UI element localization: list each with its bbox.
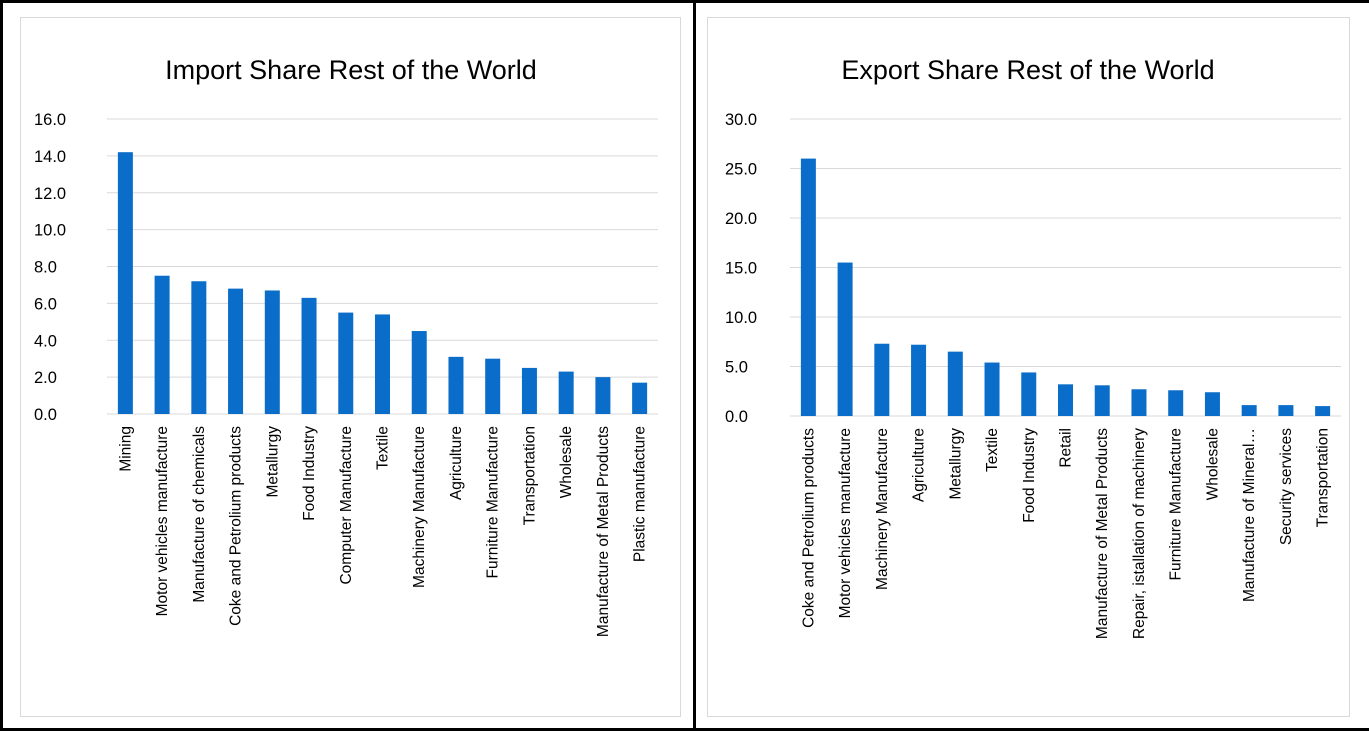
x-category-label: Manufacture of Metal Products	[595, 426, 612, 637]
bar	[521, 367, 537, 414]
import-chart-panel: Import Share Rest of the World 0.0 2.0 4.0…	[20, 17, 681, 717]
bar	[558, 371, 574, 414]
export-chart-panel: Export Share Rest of the World 0.0 5.0 10.…	[707, 17, 1350, 717]
import-chart: Import Share Rest of the World 0.0 2.0 4.0…	[34, 55, 658, 637]
bar	[947, 351, 963, 416]
x-category-label: Computer Manufacture	[338, 426, 355, 585]
bar	[191, 281, 207, 414]
y-tick-label: 4.0	[34, 332, 57, 350]
x-category-label: Furniture Manufacture	[485, 426, 502, 579]
x-category-label: Textile	[375, 426, 392, 470]
x-category-label: Motor vehicles manufacture	[837, 428, 854, 618]
bar	[448, 356, 464, 414]
x-category-label: Manufacture of chemicals	[191, 426, 208, 603]
bar	[117, 152, 133, 414]
bar	[1168, 390, 1184, 416]
bar	[1058, 384, 1073, 416]
x-category-label: Motor vehicles manufacture	[154, 426, 171, 616]
bar	[874, 343, 890, 416]
x-category-label: Coke and Petrolium products	[800, 428, 817, 628]
bar	[632, 382, 648, 414]
export-chart: Export Share Rest of the World 0.0 5.0 10.…	[725, 55, 1341, 639]
bar	[1131, 389, 1147, 416]
bar	[411, 331, 427, 414]
x-category-label: Mining	[117, 426, 134, 472]
bar	[375, 314, 390, 414]
y-tick-label: 15.0	[725, 260, 757, 278]
y-tick-label: 2.0	[34, 369, 57, 387]
y-tick-label: 0.0	[34, 406, 57, 424]
y-tick-label: 14.0	[34, 148, 66, 166]
bar	[837, 262, 853, 416]
x-category-label: Machinery Manufacture	[411, 426, 428, 588]
bar	[1315, 406, 1331, 416]
y-tick-label: 0.0	[725, 408, 748, 426]
y-tick-label: 12.0	[34, 185, 66, 203]
chart-title: Export Share Rest of the World	[841, 55, 1214, 85]
x-category-label: Metallurgy	[947, 428, 964, 500]
bar	[984, 362, 1000, 416]
x-category-label: Security services	[1278, 428, 1295, 545]
y-tick-label: 6.0	[34, 295, 57, 313]
x-category-label: Food Industry	[1021, 428, 1038, 523]
x-category-label: Wholesale	[558, 426, 575, 498]
x-category-label: Plastic manufacture	[632, 426, 649, 562]
bar	[264, 290, 280, 414]
y-tick-label: 10.0	[725, 309, 757, 327]
x-category-label: Metallurgy	[264, 426, 281, 498]
x-category-label: Manufacture of Metal Products	[1094, 428, 1111, 639]
bar	[485, 358, 501, 414]
bar	[1204, 392, 1220, 416]
x-category-label: Manufacture of Mineral…	[1241, 428, 1258, 602]
y-tick-label: 30.0	[725, 111, 757, 129]
x-category-label: Agriculture	[448, 426, 465, 500]
bar	[1021, 372, 1037, 416]
x-category-label: Wholesale	[1204, 428, 1221, 500]
x-category-label: Machinery Manufacture	[874, 428, 891, 590]
y-tick-label: 10.0	[34, 222, 66, 240]
x-category-label: Textile	[984, 428, 1001, 472]
x-category-label: Furniture Manufacture	[1168, 428, 1185, 581]
bar	[800, 158, 816, 416]
bar	[911, 344, 927, 416]
x-category-label: Agriculture	[911, 428, 928, 502]
chart-title: Import Share Rest of the World	[165, 55, 537, 85]
y-tick-label: 16.0	[34, 111, 66, 129]
bar	[595, 377, 611, 414]
bar	[1278, 405, 1294, 416]
y-tick-label: 25.0	[725, 161, 757, 179]
x-category-label: Food Industry	[301, 426, 318, 521]
x-category-label: Coke and Petrolium products	[228, 426, 245, 626]
panel-divider	[693, 0, 696, 731]
x-category-label: Transportation	[1315, 428, 1332, 527]
bar	[301, 297, 317, 414]
x-category-label: Retail	[1058, 428, 1075, 468]
y-tick-label: 8.0	[34, 259, 57, 277]
bar	[338, 312, 354, 414]
bar	[1241, 405, 1257, 416]
bar	[1094, 385, 1110, 416]
bar	[154, 275, 170, 414]
x-category-label: Transportation	[521, 426, 538, 525]
y-tick-label: 20.0	[725, 210, 757, 228]
x-category-label: Repair, istallation of machinery	[1131, 428, 1148, 639]
bar	[228, 288, 244, 414]
y-tick-label: 5.0	[725, 359, 748, 377]
